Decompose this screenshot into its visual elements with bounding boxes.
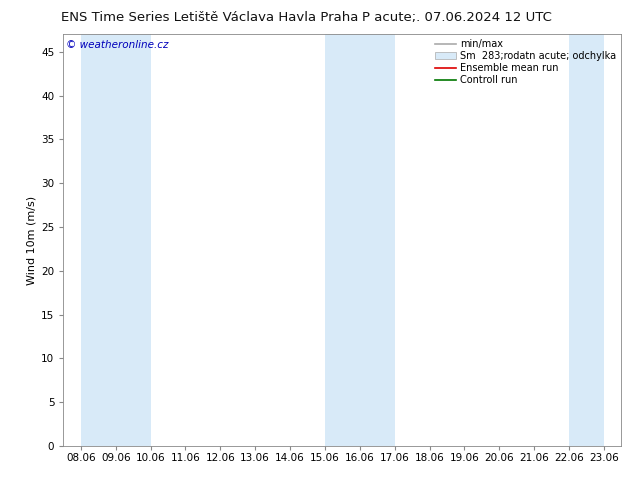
Legend: min/max, Sm  283;rodatn acute; odchylka, Ensemble mean run, Controll run: min/max, Sm 283;rodatn acute; odchylka, … xyxy=(431,35,620,89)
Bar xyxy=(81,34,116,446)
Text: P acute;. 07.06.2024 12 UTC: P acute;. 07.06.2024 12 UTC xyxy=(361,11,552,24)
Bar xyxy=(359,34,394,446)
Bar xyxy=(325,34,359,446)
Bar xyxy=(116,34,151,446)
Text: ENS Time Series Letiště Václava Havla Praha: ENS Time Series Letiště Václava Havla Pr… xyxy=(60,11,358,24)
Text: © weatheronline.cz: © weatheronline.cz xyxy=(66,41,169,50)
Bar xyxy=(569,34,604,446)
Y-axis label: Wind 10m (m/s): Wind 10m (m/s) xyxy=(27,196,37,285)
